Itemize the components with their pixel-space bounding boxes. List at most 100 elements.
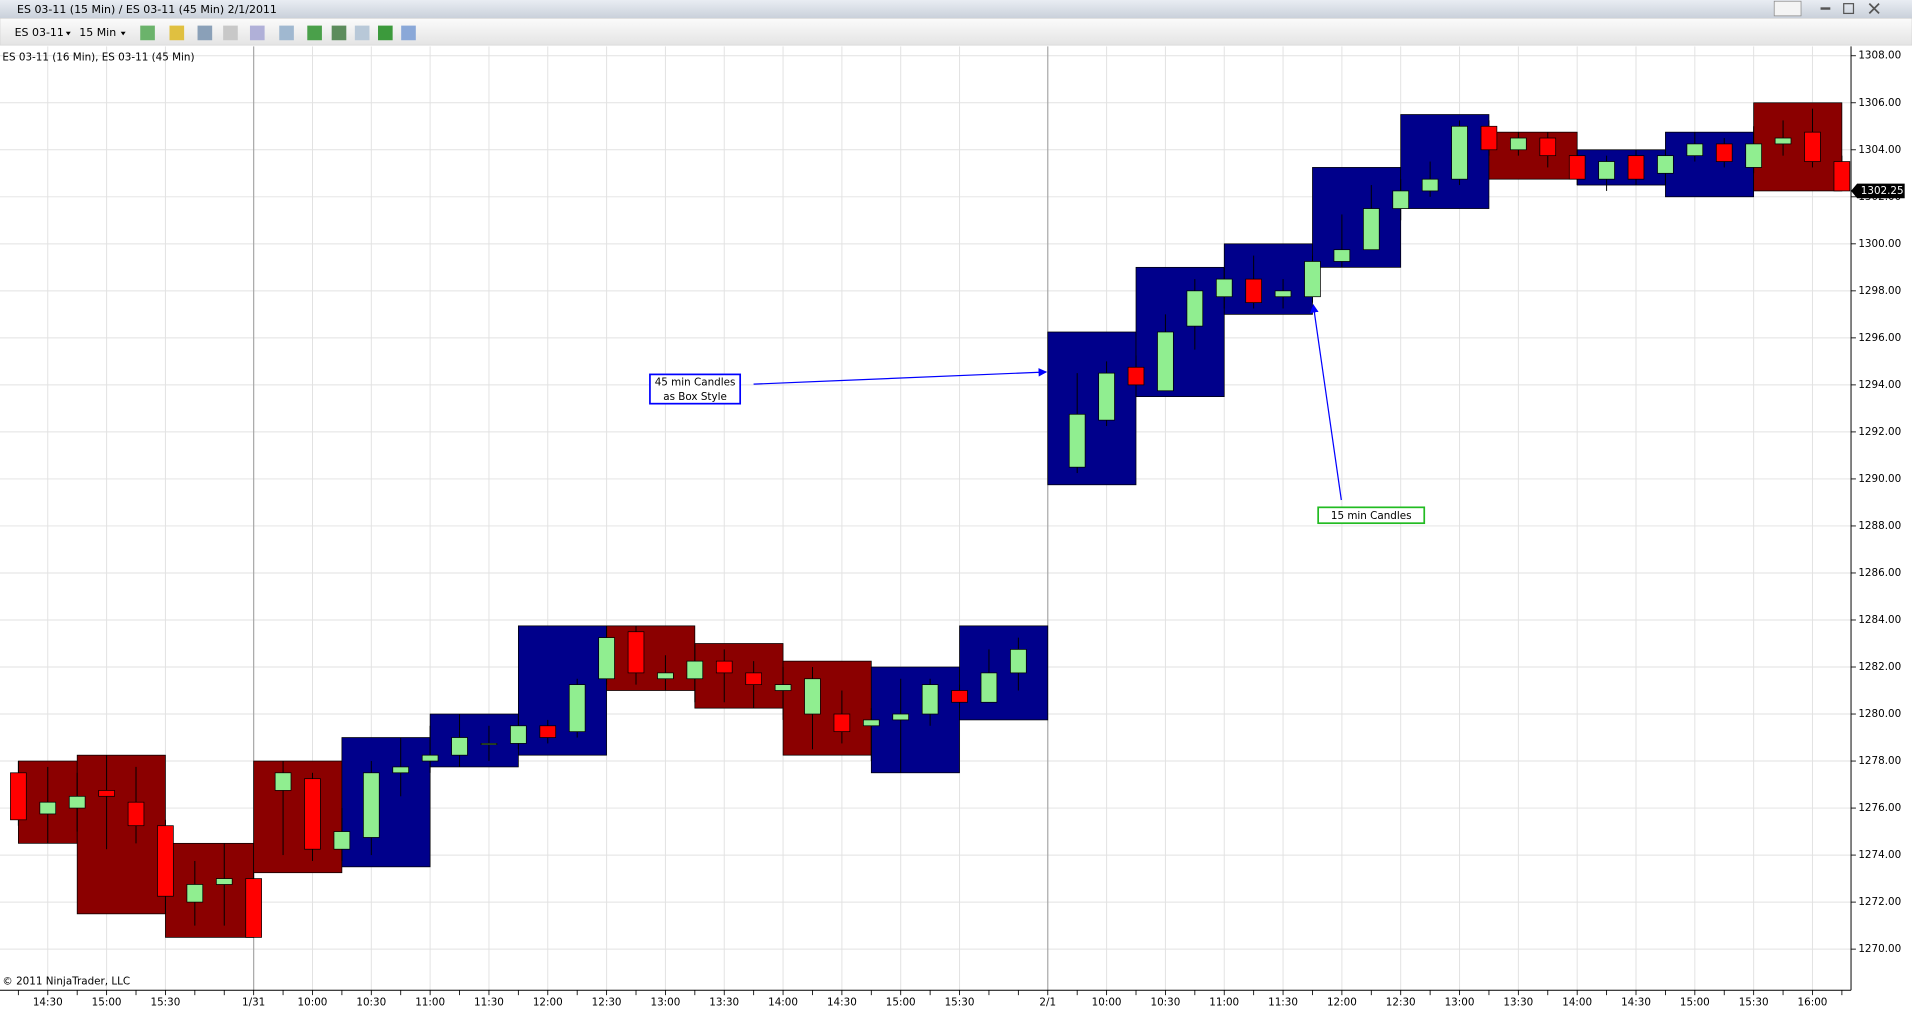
draw-button[interactable] (169, 25, 185, 41)
window-title: ES 03-11 (15 Min) / ES 03-11 (45 Min) 2/… (17, 3, 277, 16)
y-tick-label: 1294.00 (1858, 379, 1901, 391)
candle-body (510, 725, 527, 744)
annotation-arrow (1310, 304, 1342, 501)
cursor-button[interactable] (249, 25, 265, 41)
indicator-button[interactable] (197, 25, 213, 41)
title-bar (0, 0, 1912, 19)
x-tick-label: 12:30 (592, 996, 622, 1008)
box-45min (782, 660, 872, 756)
x-tick-label: 11:30 (474, 996, 504, 1008)
bar-style-button[interactable] (140, 25, 155, 41)
candle-body (804, 678, 821, 715)
x-tick-label: 10:00 (1092, 996, 1122, 1008)
window-button[interactable] (401, 25, 416, 41)
box-45min (76, 754, 166, 915)
box-45min (1576, 149, 1666, 186)
y-tick-label: 1308.00 (1858, 50, 1901, 62)
box-45min (1223, 243, 1313, 315)
box-45min (694, 643, 784, 709)
layout-button[interactable] (1773, 0, 1802, 17)
close-button[interactable] (1868, 3, 1880, 15)
candle-body (1774, 137, 1792, 145)
candle-body (1715, 143, 1733, 162)
instrument-selector[interactable]: ES 03-11 (15, 26, 71, 39)
candle-body (333, 831, 351, 850)
candle-body (863, 719, 880, 727)
y-tick-label: 1306.00 (1858, 97, 1901, 109)
x-tick-label: 13:30 (709, 996, 739, 1008)
candle-body (363, 772, 380, 838)
toolbar-icons[interactable] (140, 25, 416, 41)
candle-body (1804, 131, 1821, 162)
period[interactable]: 15 Min (79, 26, 116, 39)
x-tick-label: 14:00 (768, 996, 798, 1008)
candle-body (921, 684, 939, 715)
trade-button[interactable] (378, 25, 393, 41)
candle-body (274, 772, 292, 791)
candle-body (1068, 413, 1086, 468)
box-45min (429, 713, 519, 768)
candle-body (1686, 143, 1704, 157)
properties-button[interactable] (331, 25, 347, 41)
y-tick-label: 1274.00 (1858, 849, 1901, 861)
candle-body (392, 766, 410, 774)
y-tick-label: 1276.00 (1858, 802, 1901, 814)
candle-body (1304, 261, 1321, 298)
copyright: © 2011 NinjaTrader, LLC (2, 976, 130, 988)
x-tick-label: 14:00 (1562, 996, 1592, 1008)
minimize-button[interactable] (1820, 7, 1831, 10)
template-button[interactable] (354, 25, 370, 41)
zoom-button[interactable] (279, 25, 294, 41)
x-tick-label: 15:00 (1680, 996, 1710, 1008)
x-tick-label: 15:30 (1739, 996, 1769, 1008)
annotation-box (1317, 506, 1426, 525)
y-tick-label: 1300.00 (1858, 238, 1901, 250)
candle-body (627, 631, 645, 674)
period-selector[interactable]: 15 Min (79, 26, 126, 39)
candle-body (1157, 331, 1174, 392)
box-45min (1753, 102, 1843, 192)
x-tick-label: 13:30 (1503, 996, 1533, 1008)
last-price-label: 1302.25 (1861, 185, 1904, 197)
candle-body (1657, 155, 1674, 174)
data-box-button[interactable] (307, 25, 322, 41)
x-tick-label: 10:30 (1150, 996, 1180, 1008)
y-tick-label: 1304.00 (1858, 144, 1901, 156)
candle-body (1627, 155, 1645, 180)
annotation-text: 15 min Candles (1331, 510, 1412, 522)
annotation-box (649, 373, 742, 405)
x-tick-label: 15:30 (150, 996, 180, 1008)
candle-body (10, 772, 27, 821)
window-controls[interactable] (1773, 0, 1880, 17)
maximize-button[interactable] (1843, 3, 1855, 15)
chart-header: ES 03-11 (16 Min), ES 03-11 (45 Min) (2, 51, 194, 63)
box-45min (606, 625, 696, 691)
box-45min (341, 737, 431, 868)
y-tick-label: 1288.00 (1858, 520, 1901, 532)
y-tick-label: 1290.00 (1858, 473, 1901, 485)
x-tick-label: 15:00 (886, 996, 916, 1008)
box-45min (1400, 114, 1490, 209)
box-45min (870, 666, 960, 774)
candle-body (1745, 143, 1762, 168)
plot-area: 1270.00 1272.00 1274.00 1276.00 1278.00 1280.… (0, 46, 1905, 1008)
x-tick-label: 11:00 (415, 996, 445, 1008)
candle-body (157, 825, 174, 897)
candle-body (1510, 137, 1527, 151)
candle-body (1451, 125, 1468, 180)
x-tick-label: 10:30 (356, 996, 386, 1008)
x-tick-label: 15:00 (92, 996, 122, 1008)
candle-body (186, 884, 204, 903)
candle-body (1010, 649, 1027, 674)
candle-body (1127, 366, 1145, 386)
x-tick-label: 12:00 (1327, 996, 1357, 1008)
strategy-button[interactable] (223, 25, 238, 41)
instrument[interactable]: ES 03-11 (15, 26, 64, 39)
y-tick-label: 1284.00 (1858, 614, 1901, 626)
y-tick-label: 1286.00 (1858, 567, 1901, 579)
candle-body (245, 878, 262, 938)
annotation-text: 45 min Candles (655, 376, 736, 388)
candle-body (39, 801, 57, 815)
